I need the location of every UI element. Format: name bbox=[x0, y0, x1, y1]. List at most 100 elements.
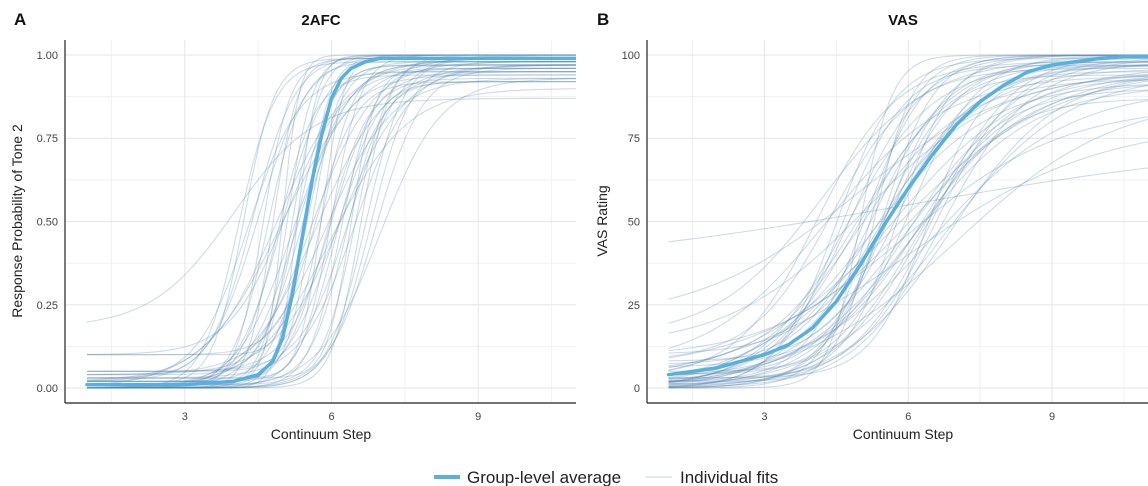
individual-fit-line bbox=[87, 61, 576, 389]
individual-fit-line bbox=[87, 64, 576, 382]
individual-fit-line bbox=[87, 74, 576, 389]
individual-fit-line bbox=[87, 61, 576, 389]
individual-fit-line bbox=[668, 61, 1148, 367]
individual-fit-line bbox=[668, 54, 1148, 389]
individual-fit-line bbox=[86, 64, 576, 376]
individual-fit-line bbox=[668, 79, 1148, 385]
individual-fit-line bbox=[87, 64, 576, 372]
individual-fit-line bbox=[668, 79, 1148, 380]
individual-fit-line bbox=[668, 90, 1148, 384]
individual-fit-line bbox=[86, 77, 576, 376]
individual-fit-line bbox=[87, 54, 576, 389]
individual-fit-line bbox=[668, 54, 1148, 372]
individual-fit-line bbox=[668, 76, 1148, 383]
individual-fit-line bbox=[87, 78, 576, 389]
y-tick-label: 0.75 bbox=[37, 133, 58, 145]
plot-area-2afc: 3 6 9 0.00 0.25 0.50 0.75 1.00 bbox=[37, 40, 576, 423]
individual-fit-line bbox=[668, 74, 1148, 389]
individual-fit-line bbox=[87, 54, 576, 382]
individual-fit-line bbox=[87, 54, 576, 389]
individual-fit-line bbox=[668, 78, 1148, 388]
x-axis-title-vas: Continuum Step bbox=[853, 426, 954, 442]
individual-fit-line bbox=[87, 71, 576, 389]
individual-fit-line bbox=[86, 61, 576, 389]
individual-fit-line bbox=[668, 63, 1148, 388]
panel-title-vas: VAS bbox=[888, 12, 918, 29]
x-tick-label: 9 bbox=[475, 411, 481, 423]
individual-fit-line bbox=[668, 118, 1148, 381]
individual-fit-line bbox=[668, 54, 1148, 389]
individual-fit-line bbox=[668, 89, 1148, 387]
y-tick-label: 0.25 bbox=[37, 300, 58, 312]
x-tick-label: 9 bbox=[1049, 411, 1055, 423]
individual-fit-line bbox=[86, 64, 576, 379]
panel-title-2afc: 2AFC bbox=[301, 12, 340, 29]
individual-fit-line bbox=[668, 71, 1148, 379]
legend-label-group-average: Group-level average bbox=[467, 468, 621, 486]
legend-label-individual-fits: Individual fits bbox=[680, 468, 778, 486]
x-tick-label: 3 bbox=[182, 411, 188, 423]
y-tick-label: 50 bbox=[628, 217, 640, 229]
individual-fit-line bbox=[86, 61, 576, 389]
x-tick-label: 3 bbox=[761, 411, 767, 423]
plot-area-vas: 3 6 9 0 25 50 75 100 bbox=[622, 40, 1148, 423]
individual-fit-line bbox=[87, 67, 576, 379]
panel-vas: 3 6 9 0 25 50 75 100 B VAS VAS Rating Continuum… bbox=[594, 10, 1148, 442]
y-tick-label: 75 bbox=[628, 133, 640, 145]
individual-fit-line bbox=[668, 84, 1148, 376]
individual-fit-line bbox=[668, 54, 1148, 389]
panel-2afc: 3 6 9 0.00 0.25 0.50 0.75 1.00 A 2AFC Response … bbox=[9, 10, 576, 442]
individual-fit-line bbox=[668, 84, 1148, 386]
individual-fit-line bbox=[87, 54, 576, 382]
individual-fit-line bbox=[668, 65, 1148, 385]
individual-fit-line bbox=[668, 80, 1148, 371]
individual-fit-line bbox=[668, 64, 1148, 362]
individual-fit-line bbox=[668, 64, 1148, 388]
y-tick-label: 1.00 bbox=[37, 50, 58, 62]
individual-fit-line bbox=[668, 116, 1148, 359]
y-tick-label: 0.50 bbox=[37, 217, 58, 229]
individual-fit-line bbox=[668, 67, 1148, 358]
y-tick-label: 0.00 bbox=[37, 383, 58, 395]
individual-fit-line bbox=[668, 74, 1148, 300]
panel-letter-a: A bbox=[14, 10, 26, 29]
x-axis-title-2afc: Continuum Step bbox=[271, 426, 372, 442]
individual-fit-line bbox=[87, 81, 576, 389]
individual-fit-line bbox=[668, 99, 1148, 388]
individual-fit-line bbox=[668, 57, 1148, 388]
individual-fit-line bbox=[86, 97, 576, 323]
y-tick-label: 25 bbox=[628, 300, 640, 312]
panel-letter-b: B bbox=[597, 10, 609, 29]
individual-fit-line bbox=[87, 71, 576, 372]
individual-fit-line bbox=[668, 100, 1148, 383]
y-axis-title-2afc: Response Probability of Tone 2 bbox=[9, 124, 25, 318]
y-axis-title-vas: VAS Rating bbox=[594, 185, 610, 256]
individual-fit-line bbox=[668, 59, 1148, 382]
group-average-line-2afc bbox=[85, 56, 576, 387]
group-average-line-vas bbox=[666, 54, 1148, 377]
individual-fit-line bbox=[87, 81, 576, 356]
individual-fit-line bbox=[668, 54, 1148, 382]
individual-fit-line bbox=[668, 54, 1148, 375]
individual-fit-line bbox=[87, 54, 576, 379]
individual-fit-line bbox=[668, 167, 1148, 243]
individual-fit-line bbox=[86, 71, 576, 382]
individual-fit-line bbox=[86, 67, 576, 355]
individual-fit-line bbox=[668, 64, 1148, 384]
individual-fit-line bbox=[668, 75, 1148, 350]
y-tick-label: 100 bbox=[622, 50, 640, 62]
individual-fit-line bbox=[87, 77, 576, 389]
individual-fit-line bbox=[668, 54, 1148, 380]
individual-fit-line bbox=[87, 67, 576, 389]
x-tick-label: 6 bbox=[905, 411, 911, 423]
legend: Group-level average Individual fits bbox=[434, 468, 778, 486]
individual-fit-line bbox=[668, 55, 1148, 385]
individual-fit-line bbox=[86, 54, 576, 372]
individual-fit-line bbox=[668, 141, 1148, 369]
individual-fit-line bbox=[87, 61, 576, 382]
individual-fit-line bbox=[87, 67, 576, 389]
individual-fit-line bbox=[668, 77, 1148, 352]
individual-fit-line bbox=[86, 54, 576, 379]
x-tick-label: 6 bbox=[328, 411, 334, 423]
